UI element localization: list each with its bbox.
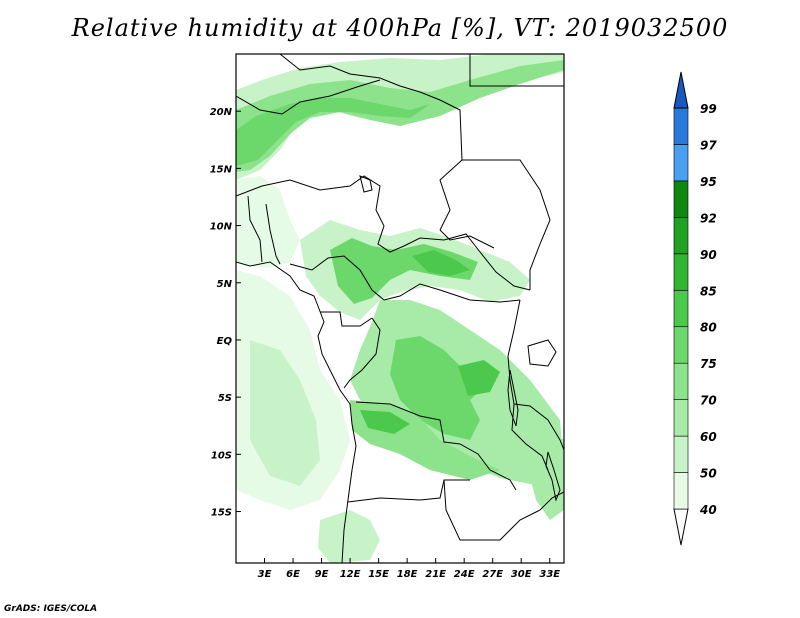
- humidity-area-south-west: [318, 510, 380, 563]
- colorbar-level-label: 80: [700, 321, 717, 335]
- colorbar-segment: [673, 399, 689, 437]
- colorbar-segment: [673, 180, 689, 218]
- lon-tick-label: 18E: [397, 569, 418, 580]
- border-nigeria-cameroon: [289, 255, 385, 301]
- border-congo-drc: [343, 317, 381, 389]
- lon-tick-label: 6E: [286, 569, 300, 580]
- colorbar-level-label: 50: [700, 467, 717, 481]
- colorbar-segment: [673, 107, 689, 145]
- border-north-2: [236, 79, 381, 115]
- border-west-africa-1: [247, 195, 263, 263]
- humidity-area-angola-core: [360, 410, 410, 434]
- border-car-congo: [383, 283, 521, 303]
- colorbar-segment: [673, 253, 689, 291]
- lake-tanganyika: [507, 369, 519, 427]
- colorbar-segment: [673, 472, 689, 510]
- border-libya-egypt: [469, 54, 564, 87]
- border-drc-south: [355, 401, 517, 491]
- border-north-1: [279, 54, 463, 231]
- lon-tick-label: 21E: [425, 569, 446, 580]
- border-chad-sudan: [439, 229, 495, 249]
- lat-tick-label: 10N: [210, 222, 233, 233]
- border-sahel: [236, 175, 531, 291]
- lake-chad: [359, 175, 373, 193]
- lat-tick-label: 5N: [217, 279, 233, 290]
- map-frame: [235, 53, 565, 564]
- border-gabon: [320, 311, 373, 327]
- map-title: Relative humidity at 400hPa [%], VT: 201…: [71, 14, 729, 42]
- lon-tick-label: 9E: [315, 569, 329, 580]
- colorbar-segment: [673, 217, 689, 255]
- colorbar-level-label: 60: [700, 430, 717, 444]
- lat-tick-label: 20N: [210, 107, 233, 118]
- lon-tick-label: 33E: [539, 569, 560, 580]
- humidity-field: [236, 54, 564, 563]
- humidity-area-atlantic-core: [250, 340, 320, 486]
- colorbar-level-label: 85: [700, 284, 717, 298]
- border-angola-namibia: [347, 479, 470, 503]
- grads-credit: GrADS: IGES/COLA: [4, 604, 98, 614]
- lat-tick-label: EQ: [217, 336, 233, 347]
- humidity-area-congo-max: [458, 360, 500, 396]
- colorbar-segment: [673, 289, 689, 328]
- colorbar-segment: [673, 144, 689, 182]
- lat-tick-label: 15S: [211, 508, 232, 519]
- country-borders: [236, 54, 564, 563]
- border-tanzania: [513, 403, 564, 451]
- coastline-west-africa: [236, 261, 357, 563]
- border-mozambique: [539, 491, 564, 511]
- colorbar-level-label: 70: [700, 394, 717, 408]
- colorbar: 40 50 60 70 75 80 85 90 92 95 97 99: [673, 71, 717, 546]
- colorbar-level-label: 97: [700, 138, 717, 152]
- lat-tick-label: 5S: [218, 393, 232, 404]
- colorbar-segment: [673, 326, 689, 364]
- lon-tick-label: 30E: [511, 569, 532, 580]
- lon-tick-label: 27E: [482, 569, 503, 580]
- lake-malawi: [545, 451, 561, 502]
- colorbar-high-triangle: [673, 71, 689, 109]
- colorbar-low-triangle: [673, 508, 689, 546]
- lon-tick-label: 3E: [258, 569, 272, 580]
- longitude-axis: 3E 6E 9E 12E 15E 18E 21E 24E 27E 30E 33E: [258, 558, 560, 580]
- lon-tick-label: 24E: [454, 569, 475, 580]
- lat-tick-label: 15N: [210, 164, 233, 175]
- colorbar-segment: [673, 435, 689, 473]
- colorbar-level-label: 99: [700, 102, 717, 116]
- latitude-axis: 20N 15N 10N 5N EQ 5S 10S 15S: [210, 107, 241, 519]
- humidity-area-central-max: [412, 250, 470, 276]
- lon-tick-label: 15E: [368, 569, 389, 580]
- colorbar-level-label: 90: [700, 248, 717, 262]
- lon-tick-label: 12E: [340, 569, 361, 580]
- border-west-africa-2: [265, 203, 281, 265]
- humidity-area-north-band-max: [236, 98, 430, 166]
- colorbar-level-label: 75: [700, 357, 717, 371]
- lat-tick-label: 10S: [211, 450, 232, 461]
- lake-victoria: [527, 339, 557, 367]
- colorbar-level-label: 92: [700, 211, 717, 225]
- colorbar-level-label: 40: [699, 503, 717, 517]
- border-zambia: [443, 479, 541, 541]
- colorbar-segment: [673, 362, 689, 400]
- humidity-area-west-coast: [236, 176, 300, 268]
- border-sudan-east: [462, 159, 551, 290]
- colorbar-level-label: 95: [700, 175, 717, 189]
